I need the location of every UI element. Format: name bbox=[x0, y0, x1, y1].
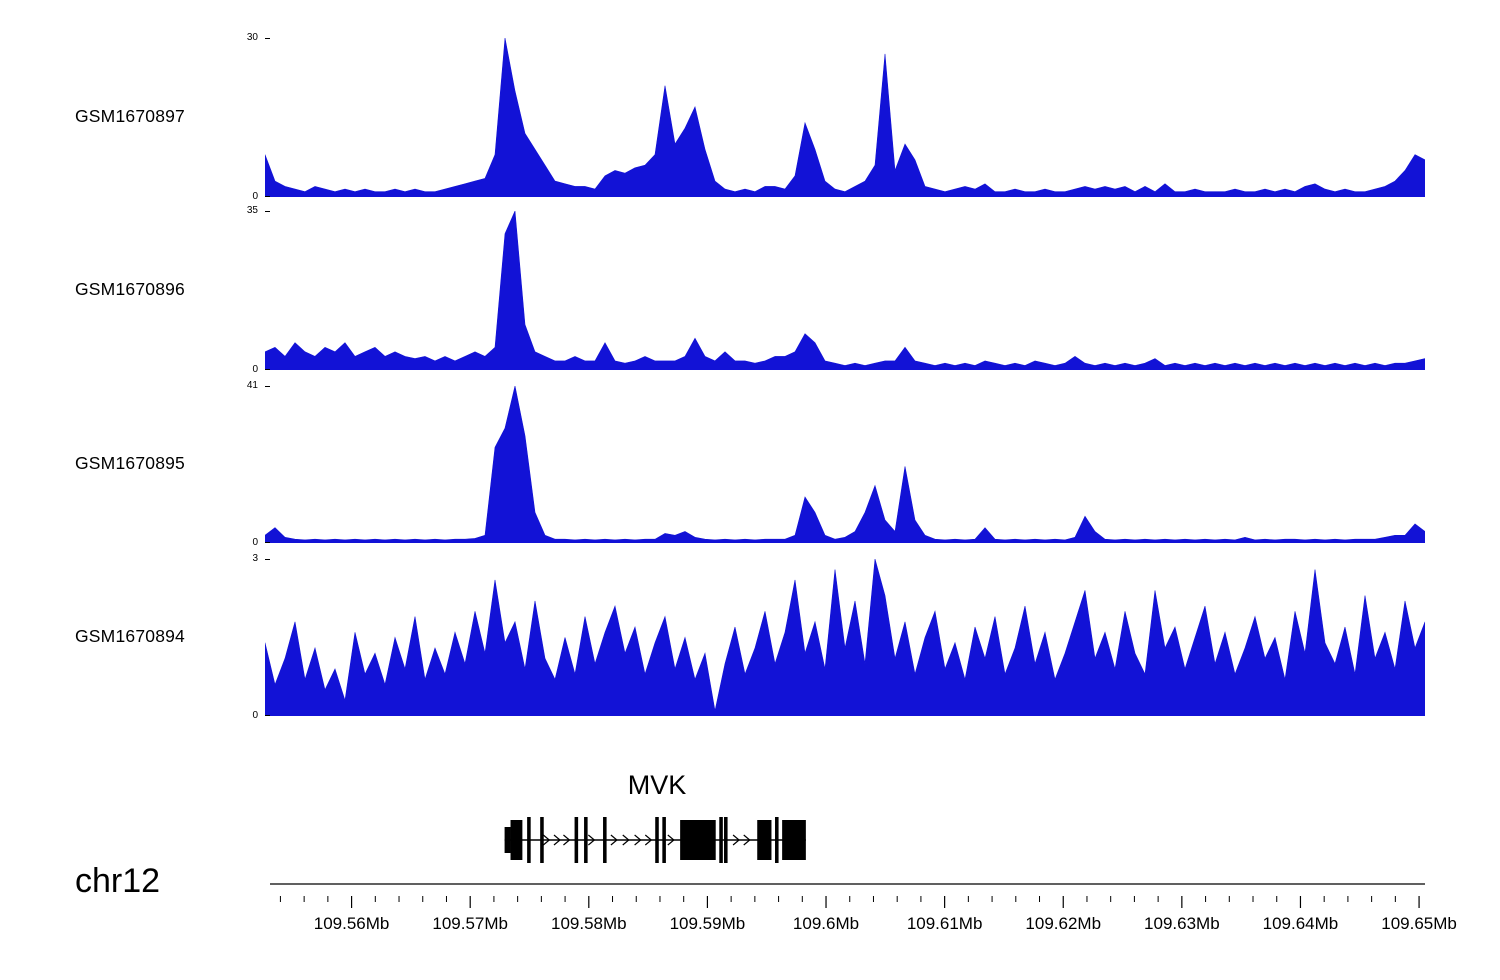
exon-box bbox=[584, 817, 588, 863]
signal-area bbox=[265, 211, 1425, 370]
gene-name-label: MVK bbox=[627, 770, 687, 800]
track3-ymin-label: 0 bbox=[252, 537, 258, 548]
strand-arrow-icon bbox=[587, 834, 596, 846]
signal-track-gsm1670896 bbox=[265, 211, 1425, 370]
coverage-polygon bbox=[265, 211, 1425, 370]
signal-track-gsm1670894 bbox=[265, 559, 1425, 716]
axis-tick-label: 109.58Mb bbox=[550, 914, 627, 933]
chromosome-label: chr12 bbox=[75, 862, 161, 900]
coverage-polygon bbox=[265, 38, 1425, 197]
signal-area bbox=[265, 559, 1425, 716]
track4-ymin-label: 0 bbox=[252, 710, 258, 721]
exon-box bbox=[504, 827, 511, 853]
axis-tick-label: 109.63Mb bbox=[1144, 914, 1220, 933]
axis-tick-label: 109.6Mb bbox=[792, 914, 860, 933]
axis-tick-label: 109.56Mb bbox=[313, 914, 390, 933]
strand-arrow-icon bbox=[644, 834, 653, 846]
track-label-3: GSM1670895 bbox=[75, 453, 185, 473]
track1-ymin-label: 0 bbox=[252, 191, 258, 202]
strand-arrow-icon bbox=[634, 834, 642, 846]
strand-arrow-icon bbox=[553, 834, 561, 846]
strand-arrow-icon bbox=[563, 834, 571, 846]
axis-tick-label: 109.59Mb bbox=[669, 914, 746, 933]
axis-tick-label: 109.57Mb bbox=[432, 914, 508, 933]
exon-box bbox=[527, 817, 531, 863]
exon-box bbox=[680, 820, 716, 860]
strand-arrow-icon bbox=[732, 834, 741, 846]
coverage-polygon bbox=[265, 386, 1425, 543]
track4-ymax-label: 3 bbox=[252, 553, 258, 564]
coverage-polygon bbox=[265, 559, 1425, 716]
strand-arrow-icon bbox=[542, 834, 551, 846]
track3-ymax-label: 41 bbox=[246, 380, 258, 391]
exon-box bbox=[655, 817, 659, 863]
track-label-2: GSM1670896 bbox=[75, 279, 185, 299]
exon-box bbox=[510, 820, 523, 860]
exon-box bbox=[782, 820, 806, 860]
strand-arrow-icon bbox=[610, 834, 618, 846]
gene-model-svg bbox=[504, 817, 806, 863]
axis-tick-label: 109.61Mb bbox=[906, 914, 983, 933]
strand-arrow-icon bbox=[622, 834, 630, 846]
signal-area bbox=[265, 386, 1425, 543]
axis-tick-label: 109.65Mb bbox=[1381, 914, 1457, 933]
exon-box bbox=[574, 817, 579, 863]
signal-track-gsm1670897 bbox=[265, 38, 1425, 197]
axis-tick-label: 109.62Mb bbox=[1025, 914, 1102, 933]
genome-axis-svg bbox=[270, 883, 1425, 908]
track-label-1: GSM1670897 bbox=[75, 106, 185, 126]
genome-axis-track: 109.56Mb 109.57Mb 109.58Mb 109.59Mb 109.6Mb 1… bbox=[265, 878, 1457, 942]
strand-arrow-icon bbox=[743, 834, 751, 846]
track2-ymax-label: 35 bbox=[246, 205, 258, 216]
track1-ymax-label: 30 bbox=[246, 32, 258, 43]
track2-ymin-label: 0 bbox=[252, 364, 258, 375]
exon-box bbox=[603, 817, 607, 863]
track-label-4: GSM1670894 bbox=[75, 626, 185, 646]
signal-area bbox=[265, 38, 1425, 197]
strand-arrow-icon bbox=[667, 834, 675, 846]
exon-box bbox=[719, 817, 723, 863]
exon-box bbox=[775, 817, 779, 863]
gene-model-track bbox=[265, 806, 1425, 870]
axis-tick-label: 109.64Mb bbox=[1262, 914, 1339, 933]
exon-box bbox=[540, 817, 544, 863]
exon-box bbox=[757, 820, 772, 860]
exon-box bbox=[724, 817, 728, 863]
exon-box bbox=[662, 817, 666, 863]
signal-track-gsm1670895 bbox=[265, 386, 1425, 543]
